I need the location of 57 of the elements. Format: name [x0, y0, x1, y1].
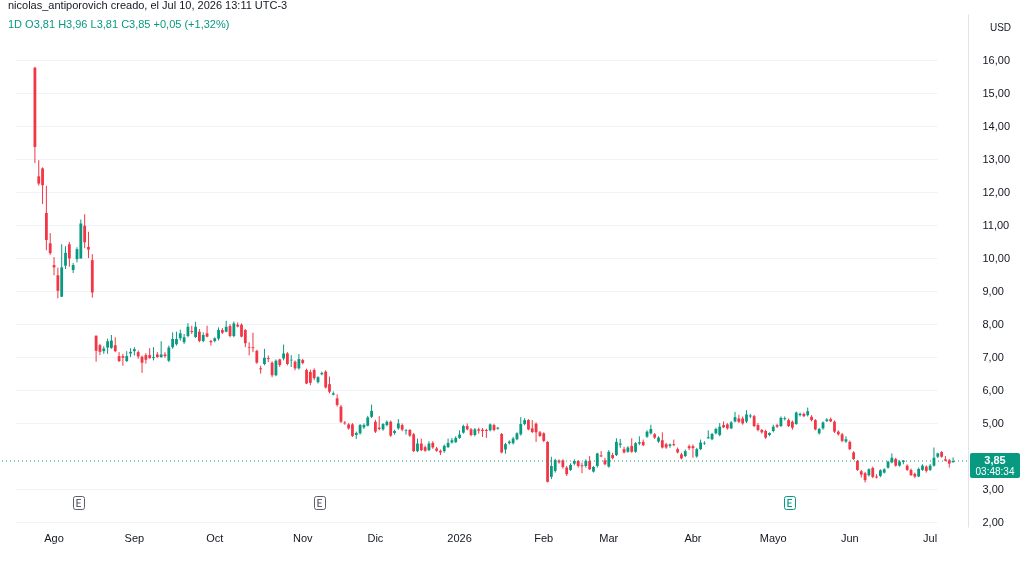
x-tick-label: Jul: [923, 531, 938, 544]
candlestick: [64, 245, 67, 270]
candlestick: [385, 419, 389, 427]
y-tick-label: 12,00: [982, 185, 1011, 198]
candlestick: [56, 267, 60, 299]
y-tick-label: 10,00: [982, 251, 1011, 264]
y-tick-label: 15,00: [982, 86, 1011, 99]
candlestick: [599, 450, 603, 458]
candlestick: [519, 416, 523, 437]
x-tick-label: Feb: [534, 531, 554, 544]
y-axis-title: USD: [989, 21, 1012, 33]
ref-line-label: 3,85: [984, 454, 1006, 467]
y-tick-label: 16,00: [982, 53, 1011, 66]
y-tick-label: 11,00: [982, 218, 1010, 231]
candlestick: [844, 435, 848, 444]
y-tick-label: 14,00: [982, 119, 1011, 132]
x-tick-label: 2026: [447, 531, 472, 544]
candlestick: [94, 335, 98, 363]
y-tick-label: 3,00: [982, 482, 1004, 495]
y-tick-label: 2,00: [982, 515, 1004, 528]
candlestick: [335, 393, 339, 408]
candlestick: [324, 369, 328, 389]
candlestick: [37, 159, 41, 187]
candlestick: [404, 428, 408, 436]
x-tick-label: Sep: [124, 531, 145, 544]
candlestick: [243, 328, 247, 348]
candlestick: [649, 424, 653, 436]
candlestick: [67, 241, 71, 268]
chart-subtitle: 1D O3,81 H3,96 L3,81 C3,85 +0,05 (+1,32%): [8, 18, 230, 30]
x-tick-label: Abr: [684, 531, 702, 544]
candlestick: [775, 423, 779, 429]
y-tick-label: 13,00: [982, 152, 1011, 165]
chart-title: nicolas_antiporovich creado, el Jul 10, 2026 13:11 UTC-3: [8, 0, 288, 11]
y-tick-label: 9,00: [982, 284, 1004, 297]
candlestick: [41, 166, 44, 205]
candlestick: [87, 231, 90, 259]
text: 03:48:34: [975, 466, 1015, 478]
candlestick: [247, 341, 251, 356]
y-tick-label: 8,00: [982, 317, 1004, 330]
candlestick: [152, 346, 155, 361]
x-tick-label: Nov: [292, 531, 313, 544]
x-tick-label: Mayo: [759, 531, 787, 544]
y-tick-label: 5,00: [982, 416, 1004, 429]
candlestick: [83, 213, 87, 249]
candlestick: [687, 444, 691, 451]
candlestick: [511, 436, 515, 446]
x-tick-label: Oct: [206, 531, 224, 544]
y-tick-label: 6,00: [982, 383, 1004, 396]
candlestick: [450, 437, 454, 445]
y-tick-label: 7,00: [982, 350, 1004, 363]
x-tick-label: Mar: [599, 531, 619, 544]
x-tick-label: Dic: [367, 531, 384, 544]
candlestick: [182, 333, 186, 345]
x-tick-label: Ago: [44, 531, 64, 544]
candlestick: [875, 473, 878, 479]
candlestick: [48, 232, 52, 256]
x-tick-label: Jun: [840, 531, 859, 544]
